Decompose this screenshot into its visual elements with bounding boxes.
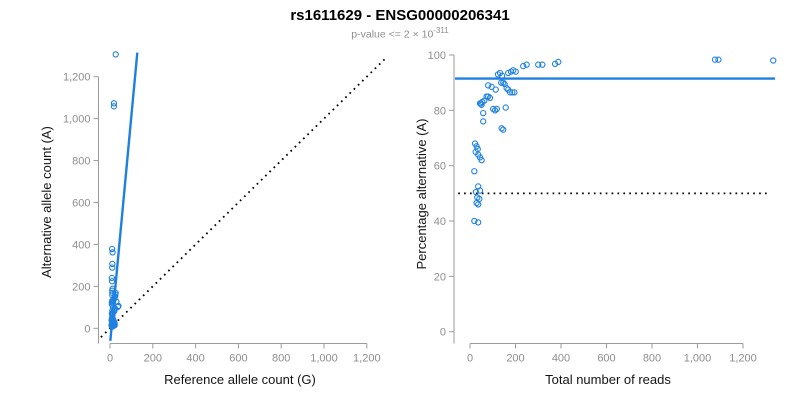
- pvalue-text: p-value <= 2 × 10: [351, 28, 434, 41]
- data-point: [109, 264, 116, 271]
- data-point: [109, 260, 116, 268]
- y-tick-label: 20: [434, 271, 446, 283]
- y-tick-label: 40: [434, 216, 446, 228]
- data-point: [109, 285, 116, 292]
- x-tick-label: 0: [467, 353, 473, 365]
- data-point: [485, 82, 492, 89]
- y-tick-label: 1,000: [63, 114, 91, 126]
- data-point: [715, 56, 722, 63]
- y-tick-label: 60: [434, 161, 446, 173]
- data-point: [108, 245, 116, 253]
- left-x-axis-title: Reference allele count (G): [164, 372, 316, 387]
- y-tick-label: 0: [440, 327, 446, 339]
- left-y-axis-title: Alternative allele count (A): [39, 126, 54, 278]
- data-point: [486, 94, 494, 102]
- data-point: [551, 60, 559, 68]
- axes: [449, 54, 744, 349]
- plot-lines: [454, 77, 776, 195]
- data-points: [108, 51, 122, 330]
- data-point: [471, 168, 478, 175]
- x-tick-label: 200: [144, 353, 162, 365]
- data-point: [493, 105, 500, 113]
- data-point: [555, 58, 562, 66]
- pvalue-exponent: -311: [433, 26, 449, 35]
- data-point: [770, 57, 777, 64]
- data-point: [498, 79, 505, 86]
- data-point: [475, 201, 482, 208]
- data-point: [109, 249, 116, 256]
- identity-line: [100, 56, 388, 340]
- x-tick-label: 400: [186, 353, 204, 365]
- data-point: [475, 219, 482, 226]
- data-point: [110, 100, 118, 107]
- data-point: [523, 61, 530, 68]
- data-point: [108, 301, 115, 308]
- x-tick-label: 1,200: [729, 353, 757, 365]
- data-point: [498, 125, 505, 132]
- data-point: [108, 310, 116, 317]
- y-tick-label: 400: [72, 239, 90, 251]
- x-tick-label: 600: [597, 353, 615, 365]
- data-point: [478, 156, 485, 164]
- chart-subtitle: p-value <= 2 × 10-311: [0, 26, 800, 41]
- data-point: [476, 187, 484, 194]
- data-point: [501, 80, 508, 88]
- right-y-axis-title: Percentage alternative (A): [414, 118, 429, 269]
- data-point: [500, 126, 507, 133]
- data-point: [108, 274, 116, 282]
- x-tick-label: 200: [506, 353, 524, 365]
- data-point: [112, 51, 119, 58]
- left-plot: Reference allele count (G) Alternative a…: [39, 51, 388, 387]
- data-point: [471, 217, 478, 225]
- x-tick-label: 400: [552, 353, 570, 365]
- data-point: [108, 278, 116, 285]
- data-point: [480, 118, 487, 125]
- data-point: [711, 56, 719, 63]
- y-tick-label: 1,200: [63, 72, 91, 84]
- y-tick-label: 0: [84, 323, 90, 335]
- data-point: [511, 89, 518, 96]
- data-point: [109, 307, 116, 314]
- x-tick-label: 1,200: [353, 353, 381, 365]
- x-tick-label: 600: [229, 353, 247, 365]
- data-point: [109, 314, 116, 321]
- x-tick-label: 1,000: [310, 353, 338, 365]
- y-tick-label: 600: [72, 198, 90, 210]
- data-point: [505, 86, 512, 93]
- data-point: [535, 61, 542, 68]
- data-point: [480, 109, 487, 117]
- data-point: [512, 68, 519, 75]
- data-point: [502, 104, 509, 111]
- right-x-axis-title: Total number of reads: [545, 372, 671, 387]
- data-point: [498, 72, 506, 79]
- data-point: [539, 61, 546, 68]
- x-tick-label: 800: [272, 353, 290, 365]
- axes: [93, 76, 368, 349]
- right-plot: Total number of reads Percentage alterna…: [414, 50, 777, 387]
- data-point: [472, 188, 480, 196]
- y-tick-label: 800: [72, 156, 90, 168]
- y-tick-label: 100: [428, 50, 446, 62]
- x-tick-label: 0: [107, 353, 113, 365]
- data-point: [520, 62, 527, 70]
- x-tick-label: 1,000: [684, 353, 712, 365]
- data-point: [500, 79, 507, 86]
- data-point: [109, 289, 116, 296]
- plot-lines: [100, 52, 388, 341]
- chart-title: rs1611629 - ENSG00000206341: [290, 7, 510, 24]
- y-tick-label: 80: [434, 105, 446, 117]
- data-point: [110, 103, 118, 110]
- data-point: [492, 86, 499, 93]
- y-tick-label: 200: [72, 281, 90, 293]
- x-tick-label: 800: [643, 353, 661, 365]
- data-points: [471, 56, 777, 226]
